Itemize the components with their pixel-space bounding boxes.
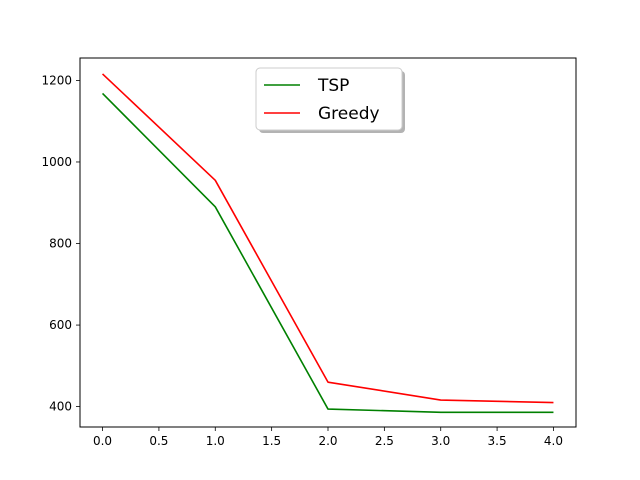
x-tick-label: 3.0 [431,434,450,448]
series-layer [101,73,554,414]
x-axis: 0.0 0.5 1.0 1.5 2.0 2.5 3.0 3.5 4.0 [93,427,563,448]
series-line-tsp [101,92,554,414]
x-tick-label: 0.5 [149,434,168,448]
y-tick-label: 1000 [41,155,72,169]
y-tick-label: 1200 [41,73,72,87]
y-tick-label: 400 [49,400,72,414]
x-tick-label: 4.0 [544,434,563,448]
y-tick-label: 800 [49,237,72,251]
legend-box [255,67,403,131]
legend-label-tsp: TSP [317,76,349,96]
x-tick-label: 0.0 [93,434,112,448]
axes-frame [79,57,577,428]
x-tick-label: 1.0 [206,434,225,448]
y-tick-label: 600 [49,318,72,332]
y-axis: 400 600 800 1000 1200 [41,73,80,414]
x-tick-label: 3.5 [488,434,507,448]
x-tick-label: 1.5 [262,434,281,448]
legend: TSP Greedy [255,67,405,133]
series-line-greedy [101,73,554,404]
x-tick-label: 2.5 [375,434,394,448]
legend-label-greedy: Greedy [318,104,380,124]
x-tick-label: 2.0 [318,434,337,448]
